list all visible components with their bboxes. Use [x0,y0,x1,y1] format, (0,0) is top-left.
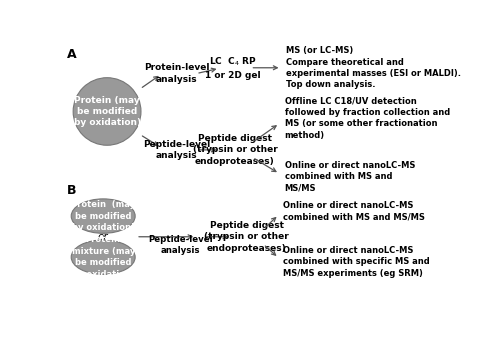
Text: Peptide-level
analysis: Peptide-level analysis [148,235,213,256]
Text: MS (or LC-MS)
Compare theoretical and
experimental masses (ESI or MALDI).
Top do: MS (or LC-MS) Compare theoretical and ex… [286,46,462,89]
Text: Online or direct nanoLC-MS
combined with specific MS and
MS/MS experiments (eg S: Online or direct nanoLC-MS combined with… [284,246,430,278]
Ellipse shape [71,199,135,233]
Text: Peptide digest
(trypsin or other
endoproteases): Peptide digest (trypsin or other endopro… [204,221,289,253]
Text: B: B [67,184,76,197]
Text: Protein  (may
be modified
by oxidation): Protein (may be modified by oxidation) [71,200,135,232]
Text: LC  C$_4$ RP
1 or 2D gel: LC C$_4$ RP 1 or 2D gel [205,56,261,80]
Text: Protein
mixture (may
be modified
by oxidation): Protein mixture (may be modified by oxid… [72,236,135,279]
Text: Offline LC C18/UV detection
followed by fraction collection and
MS (or some othe: Offline LC C18/UV detection followed by … [284,96,450,140]
Text: Protein-level
analysis: Protein-level analysis [144,63,210,84]
Ellipse shape [71,240,135,275]
Text: Online or direct nanoLC-MS
combined with MS and MS/MS: Online or direct nanoLC-MS combined with… [284,201,425,222]
Text: Online or direct nanoLC-MS
combined with MS and
MS/MS: Online or direct nanoLC-MS combined with… [284,161,415,193]
Text: Peptide digest
(trypsin or other
endoproteases): Peptide digest (trypsin or other endopro… [192,134,278,166]
Text: or: or [98,232,108,242]
Text: Peptide-level
analysis: Peptide-level analysis [143,140,210,160]
Text: A: A [67,48,77,61]
Ellipse shape [73,78,141,145]
Text: Protein (may
be modified
by oxidation): Protein (may be modified by oxidation) [74,96,140,127]
